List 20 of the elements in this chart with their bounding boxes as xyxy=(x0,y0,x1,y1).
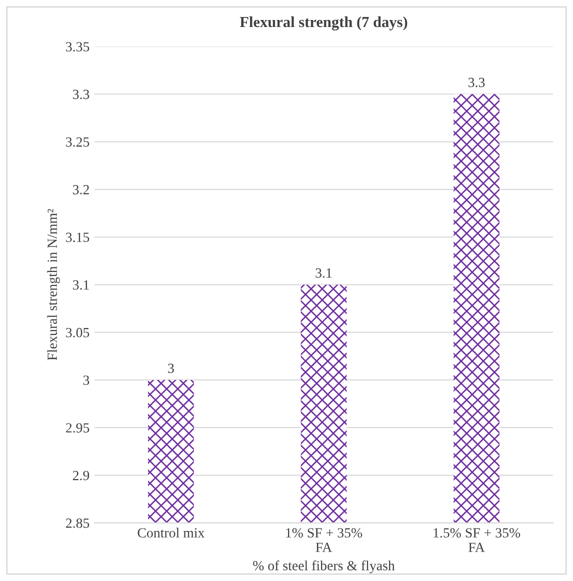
y-tick-label: 2.9 xyxy=(72,470,90,480)
y-tick-label: 3.3 xyxy=(72,90,90,100)
y-tick-label: 3.05 xyxy=(66,328,90,338)
data-label: 3 xyxy=(168,364,174,373)
x-tick-label: 1.5% SF + 35% FA xyxy=(434,528,520,552)
y-tick-label: 2.95 xyxy=(66,423,90,433)
y-tick-label: 2.85 xyxy=(66,518,90,528)
x-axis-title: % of steel fibers & flyash xyxy=(253,560,395,574)
y-tick-label: 3 xyxy=(83,376,90,385)
y-tick-label: 3.25 xyxy=(66,137,90,147)
y-tick-label: 3.35 xyxy=(66,42,90,52)
y-tick-label: 3.15 xyxy=(66,232,90,242)
chart-title: Flexural strength (7 days) xyxy=(240,16,408,30)
x-tick-label: Control mix xyxy=(138,528,205,538)
y-tick-label: 3.1 xyxy=(72,280,89,290)
y-tick-label: 3.2 xyxy=(72,185,89,194)
y-axis-title: Flexural strength in N/mm² xyxy=(47,209,60,360)
x-tick-label: 1% SF + 35% FA xyxy=(286,528,362,552)
data-label: 3.1 xyxy=(316,268,332,278)
data-label: 3.3 xyxy=(468,78,485,88)
